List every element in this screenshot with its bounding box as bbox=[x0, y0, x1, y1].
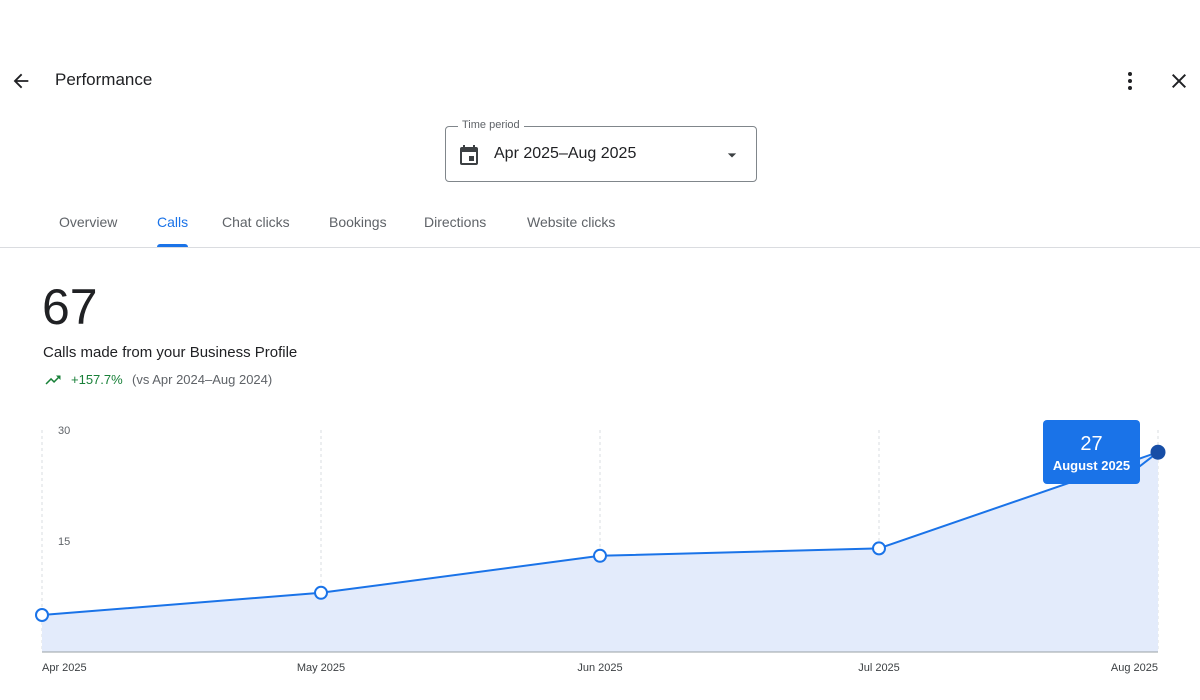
tab[interactable]: Website clicks bbox=[527, 214, 616, 230]
tab[interactable]: Overview bbox=[59, 214, 118, 230]
x-tick-label: Jul 2025 bbox=[858, 662, 900, 674]
x-tick-label: Aug 2025 bbox=[1111, 662, 1158, 674]
comparison: (vs Apr 2024–Aug 2024) bbox=[132, 372, 273, 387]
chart: Apr 2025 May 2025 Jun 2025 Jul 2025 Aug 2025… bbox=[35, 420, 1166, 674]
y-tick-label: 30 bbox=[58, 425, 70, 437]
description: Calls made from your Business Profile bbox=[43, 344, 298, 361]
tab-divider bbox=[0, 247, 1200, 248]
x-tick-label: Jun 2025 bbox=[577, 662, 622, 674]
tab[interactable]: Directions bbox=[424, 214, 487, 230]
page-title: Performance bbox=[55, 70, 153, 89]
data-point bbox=[1150, 444, 1166, 460]
x-tick-label: Apr 2025 bbox=[42, 662, 87, 674]
total-value: 67 bbox=[42, 279, 98, 335]
calendar-icon bbox=[460, 145, 478, 165]
tab[interactable]: Chat clicks bbox=[222, 214, 290, 230]
y-tick-label: 15 bbox=[58, 536, 70, 548]
dropdown-icon bbox=[727, 153, 737, 158]
tooltip-value: 27 bbox=[1080, 433, 1102, 455]
time-period-value: Apr 2025–Aug 2025 bbox=[494, 145, 637, 162]
tab[interactable]: Calls bbox=[157, 214, 189, 230]
tooltip-label: August 2025 bbox=[1053, 458, 1130, 473]
tooltip: 27 August 2025 bbox=[1043, 420, 1140, 484]
tab[interactable]: Bookings bbox=[329, 214, 387, 230]
area bbox=[42, 452, 1158, 652]
active-tab-indicator bbox=[157, 244, 188, 247]
tooltip-box bbox=[1043, 420, 1140, 484]
data-point bbox=[35, 608, 49, 622]
time-period-label: Time period bbox=[458, 119, 524, 131]
data-point bbox=[872, 541, 886, 556]
more-button[interactable] bbox=[1118, 69, 1142, 93]
close-button[interactable] bbox=[1167, 69, 1191, 93]
x-tick-label: May 2025 bbox=[297, 662, 345, 674]
change-value: +157.7% bbox=[71, 372, 123, 387]
back-button[interactable] bbox=[10, 70, 32, 92]
trend-icon bbox=[45, 375, 61, 385]
time-period-select[interactable] bbox=[445, 126, 757, 182]
data-point bbox=[314, 585, 328, 600]
data-point bbox=[593, 548, 607, 563]
